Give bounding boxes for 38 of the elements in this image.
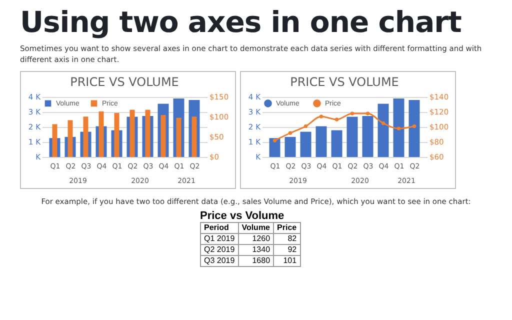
text: Price bbox=[274, 222, 300, 234]
bar bbox=[192, 116, 197, 157]
point bbox=[304, 124, 308, 128]
text: Q3 2019 bbox=[200, 256, 238, 266]
bar bbox=[176, 118, 182, 157]
bar bbox=[408, 100, 420, 157]
text: Volume bbox=[238, 222, 274, 234]
bar bbox=[316, 126, 327, 157]
point bbox=[288, 131, 292, 135]
text: Period bbox=[200, 222, 238, 234]
bar bbox=[393, 98, 404, 157]
point bbox=[366, 112, 370, 116]
bar bbox=[300, 132, 312, 157]
text: 101 bbox=[274, 256, 300, 266]
chart-title: PRICE VS VOLUME bbox=[290, 75, 399, 89]
text: 92 bbox=[274, 244, 300, 256]
text: 82 bbox=[274, 234, 300, 244]
bar bbox=[269, 138, 280, 157]
text: 1340 bbox=[238, 244, 274, 256]
text: Using two axes in one chart bbox=[20, 4, 462, 40]
text: Q2 2019 bbox=[200, 244, 238, 256]
bar bbox=[378, 104, 389, 157]
bar bbox=[346, 116, 358, 157]
point bbox=[396, 126, 401, 130]
chart-title: PRICE VS VOLUME bbox=[70, 75, 179, 89]
bar bbox=[362, 116, 374, 157]
point bbox=[272, 138, 277, 142]
text: 1680 bbox=[238, 256, 274, 266]
point bbox=[350, 112, 354, 116]
text: 1260 bbox=[238, 234, 274, 244]
bar bbox=[331, 130, 342, 157]
point bbox=[381, 121, 386, 126]
text: Q1 2019 bbox=[200, 234, 238, 244]
point bbox=[412, 124, 416, 128]
point bbox=[334, 118, 339, 122]
text: Price vs Volume bbox=[200, 210, 286, 222]
point bbox=[319, 114, 324, 118]
bar bbox=[284, 136, 296, 157]
